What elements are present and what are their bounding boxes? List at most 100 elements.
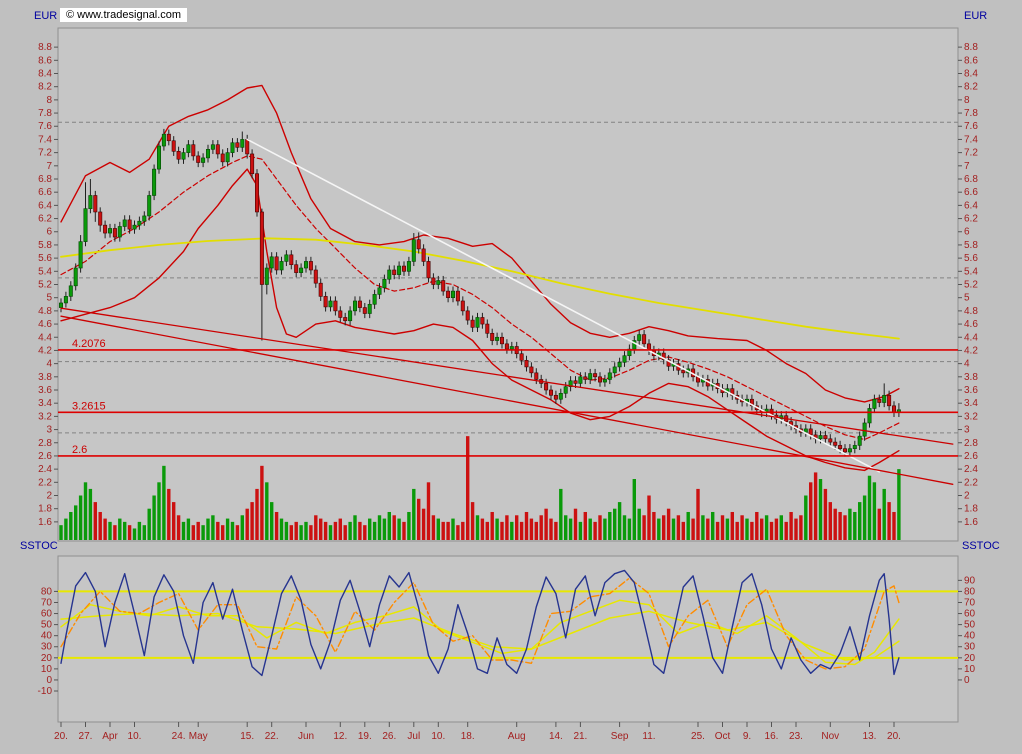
svg-text:20: 20	[964, 653, 976, 664]
svg-text:3.4: 3.4	[964, 398, 978, 409]
svg-text:4.8: 4.8	[38, 306, 52, 317]
svg-text:7.2: 7.2	[38, 148, 52, 159]
svg-text:23.: 23.	[789, 731, 803, 742]
svg-text:May: May	[189, 731, 208, 742]
horizontal-price-lines: 4.2076 3.2615 2.6	[58, 338, 958, 457]
svg-text:20.: 20.	[887, 731, 901, 742]
svg-text:2.2: 2.2	[38, 477, 52, 488]
svg-text:1.8: 1.8	[964, 504, 978, 515]
price-axis-unit-right: EUR	[964, 10, 988, 22]
svg-text:1.6: 1.6	[38, 517, 52, 528]
svg-text:7.8: 7.8	[964, 108, 978, 119]
svg-text:0: 0	[964, 675, 970, 686]
svg-text:10.: 10.	[128, 731, 142, 742]
svg-text:11.: 11.	[642, 731, 655, 742]
svg-text:24.: 24.	[172, 731, 186, 742]
svg-text:3.2: 3.2	[964, 411, 978, 422]
svg-text:1.8: 1.8	[38, 504, 52, 515]
svg-text:3: 3	[46, 425, 52, 436]
svg-text:Jun: Jun	[298, 731, 314, 742]
svg-text:5.2: 5.2	[38, 280, 52, 291]
svg-text:6.2: 6.2	[38, 214, 52, 225]
svg-text:1.6: 1.6	[964, 517, 978, 528]
svg-text:3.6: 3.6	[38, 385, 52, 396]
svg-text:25.: 25.	[691, 731, 705, 742]
svg-text:2: 2	[46, 491, 52, 502]
svg-text:10: 10	[964, 664, 976, 675]
stochastic-lines	[58, 569, 958, 677]
panel-backgrounds	[57, 27, 959, 723]
price-level-label: 4.2076	[72, 338, 106, 350]
svg-text:70: 70	[41, 597, 53, 608]
svg-text:6.4: 6.4	[964, 200, 978, 211]
svg-text:8.2: 8.2	[964, 82, 978, 93]
price-axis: 8.8 8.8 8.6 8.6 8.4 8.4 8.2 8.2 8 8 7.8 7.8 7.6 7.6 7.…	[38, 42, 978, 528]
svg-text:8.8: 8.8	[964, 42, 978, 53]
svg-text:5: 5	[46, 293, 52, 304]
svg-text:5.2: 5.2	[964, 280, 978, 291]
svg-text:3.8: 3.8	[38, 372, 52, 383]
svg-text:2.8: 2.8	[38, 438, 52, 449]
price-level-label: 3.2615	[72, 400, 106, 412]
svg-text:27.: 27.	[79, 731, 93, 742]
svg-text:80: 80	[41, 586, 53, 597]
svg-text:2.2: 2.2	[964, 477, 978, 488]
svg-text:5: 5	[964, 293, 970, 304]
svg-text:8.6: 8.6	[964, 55, 978, 66]
time-axis: 20. 27. Apr 10. 24. May 15. 22. Jun 12. 19. 26. Jul 1…	[54, 722, 901, 742]
volume-bars	[59, 436, 901, 540]
svg-text:12.: 12.	[333, 731, 347, 742]
svg-text:4.2: 4.2	[964, 345, 978, 356]
svg-text:7.4: 7.4	[38, 134, 52, 145]
svg-text:8.4: 8.4	[38, 68, 52, 79]
stochastic-caption-right: SSTOC	[962, 540, 1000, 552]
svg-text:80: 80	[964, 586, 976, 597]
svg-text:7.8: 7.8	[38, 108, 52, 119]
svg-text:26.: 26.	[382, 731, 396, 742]
svg-text:5.8: 5.8	[964, 240, 978, 251]
svg-text:6.8: 6.8	[964, 174, 978, 185]
svg-text:8.2: 8.2	[38, 82, 52, 93]
svg-text:7.4: 7.4	[964, 134, 978, 145]
svg-text:7.6: 7.6	[964, 121, 978, 132]
svg-text:21.: 21.	[573, 731, 587, 742]
svg-text:6: 6	[46, 227, 52, 238]
price-axis-unit-left: EUR	[34, 10, 58, 22]
svg-text:2: 2	[964, 491, 970, 502]
stochastic-caption-left: SSTOC	[20, 540, 58, 552]
svg-text:8.8: 8.8	[38, 42, 52, 53]
svg-text:2.6: 2.6	[964, 451, 978, 462]
svg-text:7.6: 7.6	[38, 121, 52, 132]
svg-text:3.6: 3.6	[964, 385, 978, 396]
svg-text:8.6: 8.6	[38, 55, 52, 66]
svg-text:4.4: 4.4	[964, 332, 978, 343]
svg-text:6.6: 6.6	[964, 187, 978, 198]
svg-text:6.4: 6.4	[38, 200, 52, 211]
svg-text:2.4: 2.4	[38, 464, 52, 475]
svg-text:Jul: Jul	[407, 731, 420, 742]
svg-text:Nov: Nov	[821, 731, 839, 742]
svg-text:30: 30	[964, 642, 976, 653]
svg-text:14.: 14.	[549, 731, 563, 742]
svg-text:40: 40	[964, 631, 976, 642]
svg-text:90: 90	[964, 575, 976, 586]
svg-text:70: 70	[964, 597, 976, 608]
svg-text:5.6: 5.6	[964, 253, 978, 264]
price-level-label: 2.6	[72, 444, 87, 456]
svg-text:9.: 9.	[743, 731, 751, 742]
copyright-label: © www.tradesignal.com	[60, 8, 188, 22]
svg-text:Oct: Oct	[715, 731, 731, 742]
svg-text:6: 6	[964, 227, 970, 238]
svg-text:3.2: 3.2	[38, 411, 52, 422]
svg-text:10.: 10.	[431, 731, 445, 742]
svg-text:Apr: Apr	[102, 731, 118, 742]
svg-text:6.8: 6.8	[38, 174, 52, 185]
svg-text:2.4: 2.4	[964, 464, 978, 475]
svg-text:2.8: 2.8	[964, 438, 978, 449]
svg-text:4.6: 4.6	[38, 319, 52, 330]
svg-text:5.6: 5.6	[38, 253, 52, 264]
svg-text:0: 0	[46, 675, 52, 686]
